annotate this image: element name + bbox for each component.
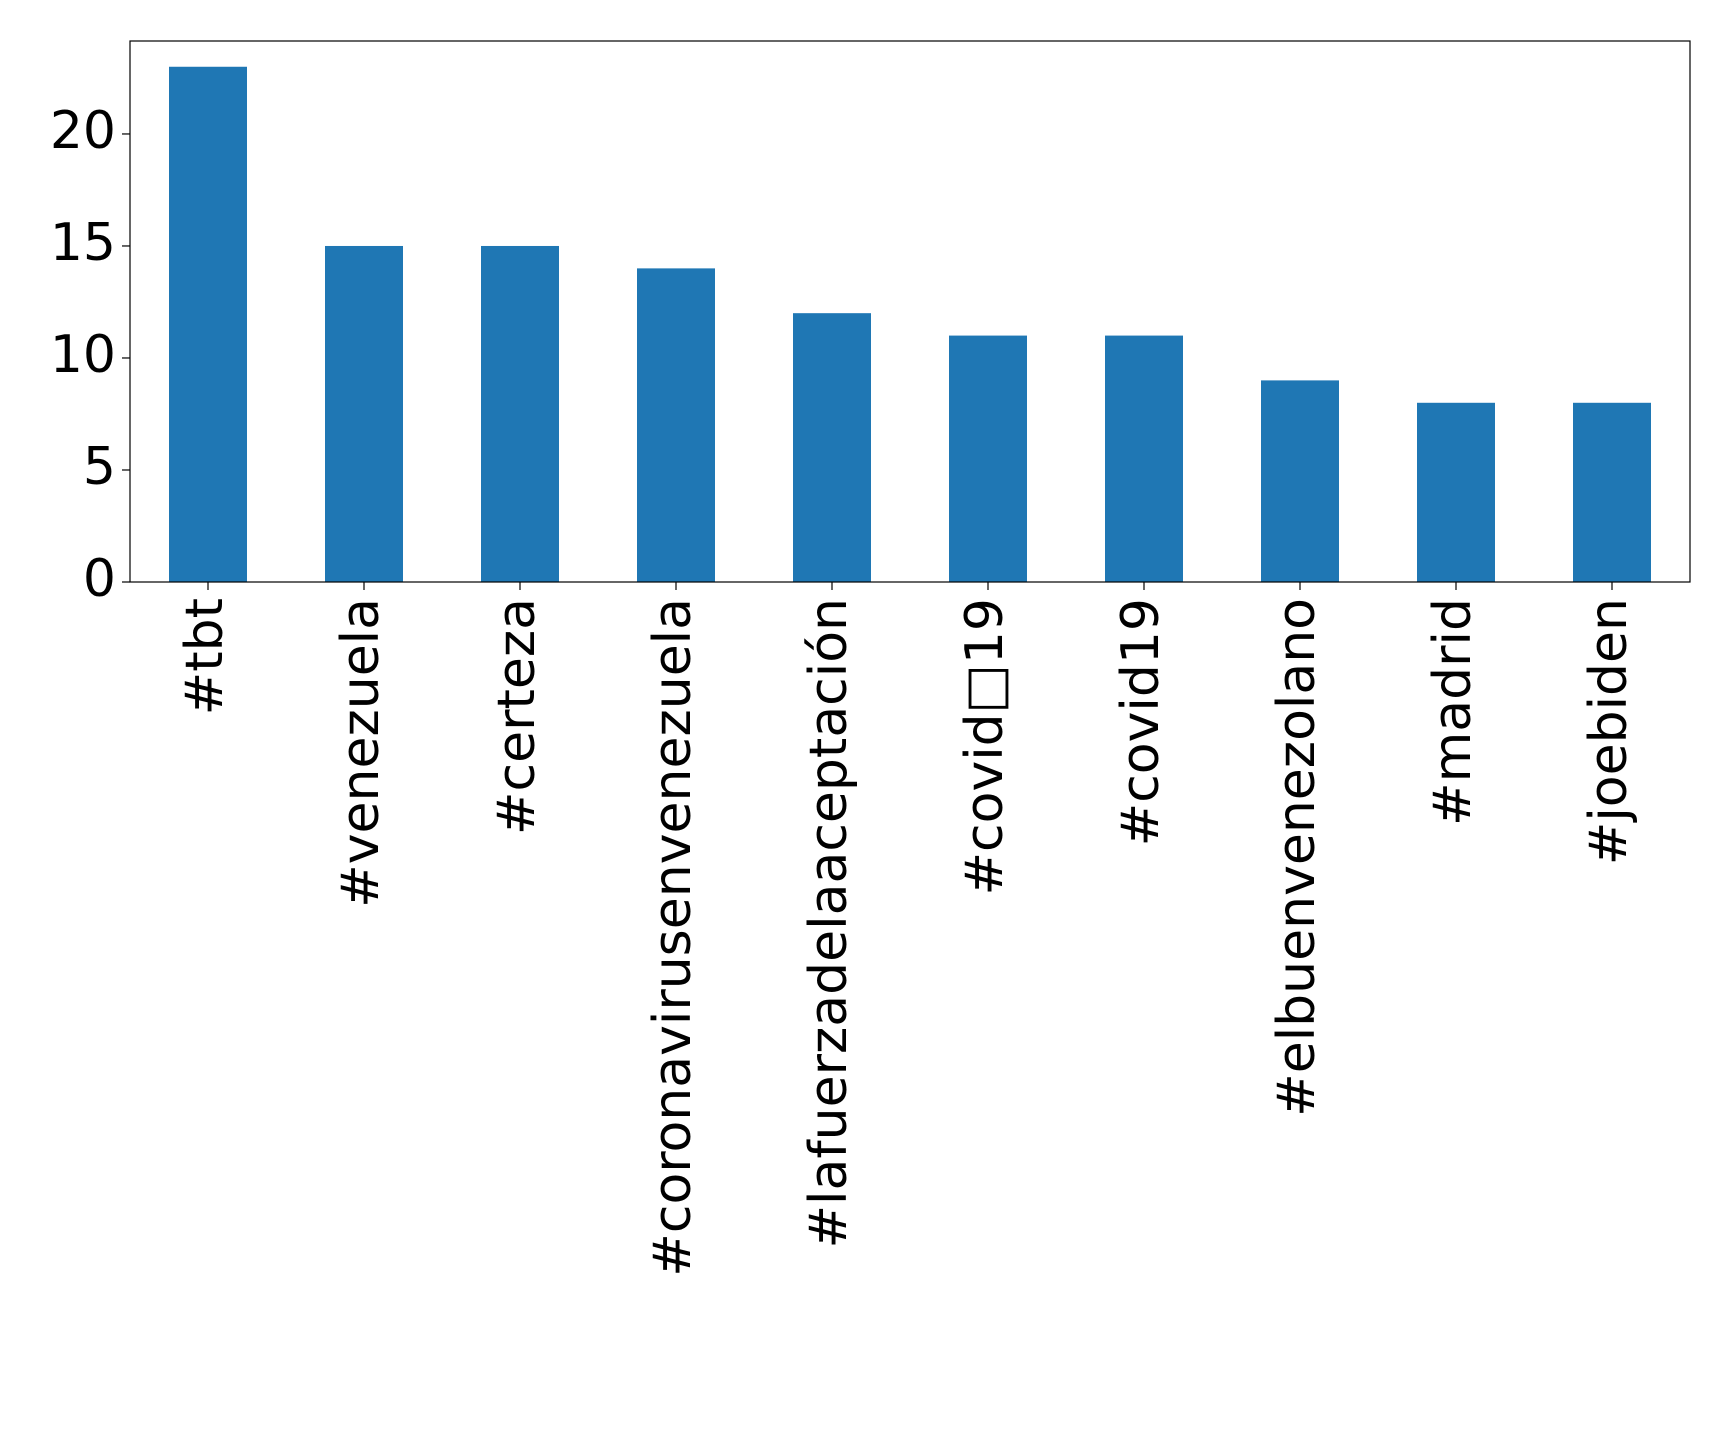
x-tick-label-7: #elbuenvenezolano (1267, 598, 1327, 1117)
bar-5 (949, 335, 1027, 582)
bar-7 (1261, 380, 1339, 582)
bar-3 (637, 268, 715, 582)
x-tick-label-8: #madrid (1423, 598, 1483, 826)
bar-6 (1105, 335, 1183, 582)
x-axis: #tbt #venezuela #certeza #coronavirusenvene… (175, 582, 1639, 1277)
bars-layer (169, 66, 1651, 582)
y-tick-label-2: 10 (50, 325, 116, 385)
y-tick-label-1: 5 (83, 437, 116, 497)
bar-9 (1573, 402, 1651, 582)
x-tick-label-2: #certeza (487, 598, 547, 835)
y-axis: 0 5 10 15 20 (50, 101, 130, 609)
x-tick-label-1: #venezuela (331, 598, 391, 908)
y-tick-label-3: 15 (50, 213, 116, 273)
bar-1 (325, 245, 403, 582)
bar-8 (1417, 402, 1495, 582)
x-tick-label-6: #covid19 (1111, 598, 1171, 846)
x-tick-label-3: #coronavirusenvenezuela (643, 598, 703, 1277)
x-tick-label-9: #joebiden (1579, 598, 1639, 865)
y-tick-label-4: 20 (50, 101, 116, 161)
bar-2 (481, 245, 559, 582)
x-tick-label-5: #covid□19 (955, 598, 1015, 896)
x-tick-label-4: #lafuerzadelaaceptación (799, 598, 859, 1249)
bar-0 (169, 66, 247, 582)
plot-frame (129, 40, 1691, 583)
x-tick-label-0: #tbt (175, 598, 235, 715)
bar-4 (793, 313, 871, 582)
y-tick-label-0: 0 (83, 549, 116, 609)
